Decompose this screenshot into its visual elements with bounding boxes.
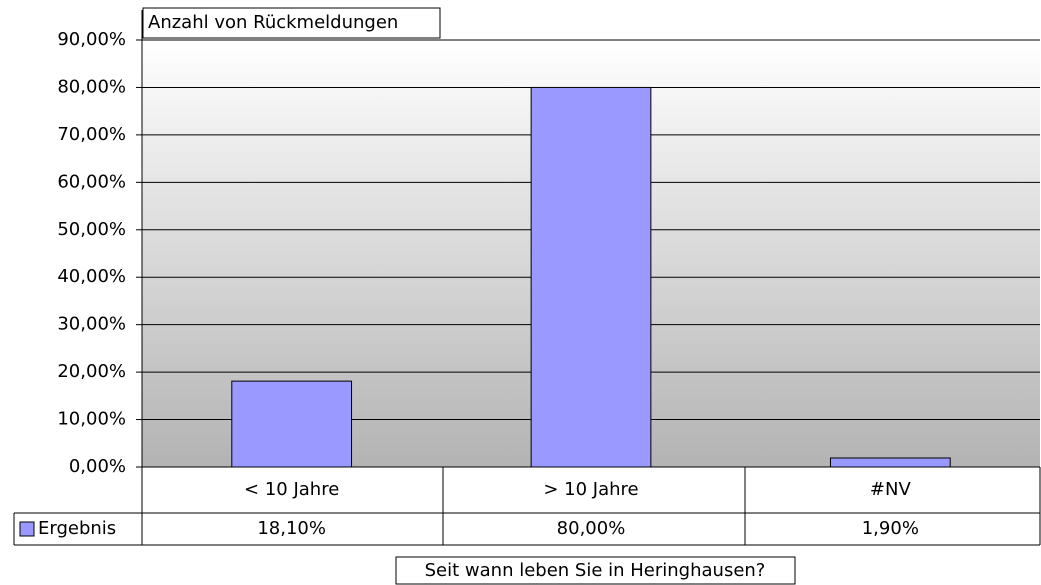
y-tick-label: 30,00% bbox=[57, 314, 126, 335]
y-tick-label: 70,00% bbox=[57, 124, 126, 145]
x-title-box bbox=[395, 556, 796, 585]
x-tick-label: > 10 Jahre bbox=[543, 479, 638, 500]
y-tick-label: 50,00% bbox=[57, 219, 126, 240]
title-box bbox=[142, 7, 441, 39]
y-tick-label: 80,00% bbox=[57, 76, 126, 97]
x-axis-title: Seit wann leben Sie in Heringhausen? bbox=[425, 560, 766, 581]
bar bbox=[530, 86, 652, 468]
legend-label: Ergebnis bbox=[38, 518, 116, 539]
y-tick-label: 10,00% bbox=[57, 409, 126, 430]
y-tick-label: 40,00% bbox=[57, 266, 126, 287]
table-value: 18,10% bbox=[257, 518, 326, 539]
x-tick-label: < 10 Jahre bbox=[244, 479, 339, 500]
table-value: 1,90% bbox=[862, 518, 919, 539]
legend-swatch bbox=[19, 521, 35, 537]
chart-title: Anzahl von Rückmeldungen bbox=[148, 12, 398, 33]
y-tick-label: 0,00% bbox=[69, 456, 126, 477]
y-tick-label: 60,00% bbox=[57, 171, 126, 192]
bar bbox=[231, 380, 353, 468]
y-tick-label: 20,00% bbox=[57, 361, 126, 382]
table-value: 80,00% bbox=[557, 518, 626, 539]
y-tick-label: 90,00% bbox=[57, 29, 126, 50]
bar bbox=[829, 457, 951, 468]
x-tick-label: #NV bbox=[870, 479, 912, 500]
